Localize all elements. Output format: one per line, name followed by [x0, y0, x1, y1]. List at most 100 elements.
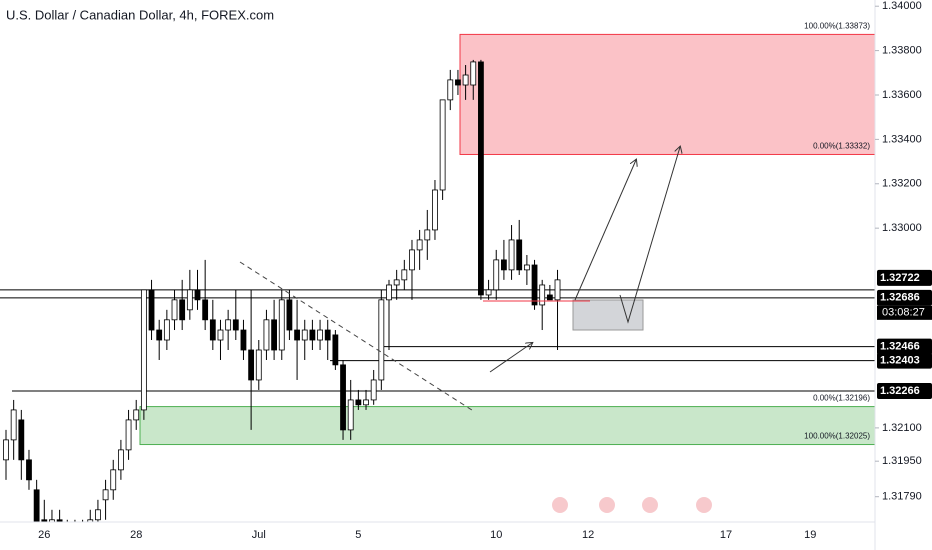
x-tick-label: 10: [490, 529, 502, 541]
price-tag: [877, 289, 932, 306]
candle-body: [286, 299, 293, 331]
candle-body: [523, 264, 530, 271]
event-icon[interactable]: [696, 497, 712, 513]
trend-line: [239, 261, 476, 413]
candle-body: [33, 489, 40, 522]
candle-body: [493, 259, 500, 291]
candle-body: [10, 409, 17, 441]
candle-body: [278, 299, 285, 351]
axes: 1.34000 1.33800 1.33600 1.33400 1.33200 1.330…: [38, 0, 932, 541]
price-tag-label: 1.32722: [880, 272, 920, 284]
y-tick-label: 1.33200: [882, 178, 922, 190]
candle-body: [455, 79, 461, 86]
price-tag: [877, 269, 932, 286]
candle-body: [340, 364, 346, 431]
candle-body: [355, 399, 362, 406]
y-tick-label: 1.31790: [882, 491, 922, 503]
x-tick-label: 26: [38, 529, 50, 541]
y-tick-label: 1.34000: [882, 0, 922, 12]
event-icon[interactable]: [599, 497, 615, 513]
candles: [0, 59, 875, 522]
candle-body: [49, 519, 55, 522]
y-tick-label: 1.33800: [882, 45, 922, 57]
arrow: [489, 343, 532, 373]
candle-body: [554, 279, 561, 301]
candle-body: [248, 349, 255, 381]
candle-body: [179, 299, 186, 321]
candle-body: [87, 519, 94, 522]
candle-body: [332, 334, 339, 366]
candle-body: [240, 329, 247, 351]
candle-body: [133, 409, 140, 421]
x-tick-label: Jul: [252, 529, 266, 541]
candle-body: [95, 509, 101, 521]
candle-body: [485, 289, 492, 296]
candle-body: [217, 329, 224, 341]
candle-body: [41, 519, 48, 522]
candle-body: [271, 319, 278, 351]
zone-label: 100.00%(1.33873): [804, 22, 870, 31]
x-tick-label: 28: [130, 529, 142, 541]
candle-body: [478, 61, 484, 296]
candle-body: [202, 299, 209, 321]
x-tick-label: 19: [804, 529, 816, 541]
candle-body: [424, 229, 431, 241]
candle-body: [156, 329, 163, 341]
countdown: 03:08:27: [882, 307, 925, 319]
candle-body: [500, 259, 507, 271]
candle-body: [255, 349, 262, 381]
candle-body: [186, 289, 193, 311]
price-tag: [877, 352, 932, 369]
candle-body: [439, 99, 446, 191]
zone-label: 0.00%(1.32196): [813, 394, 870, 403]
candle-body: [317, 329, 323, 341]
candle-body: [309, 329, 316, 341]
candle-body: [416, 239, 423, 251]
candle-body: [18, 419, 25, 461]
zone-label: 0.00%(1.33332): [813, 142, 870, 151]
y-tick-label: 1.31950: [882, 455, 922, 467]
candle-body: [171, 299, 178, 321]
candle-body: [447, 79, 454, 101]
candle-body: [301, 329, 308, 341]
candle-body: [378, 299, 385, 381]
candle-body: [294, 329, 300, 341]
x-tick-label: 17: [720, 529, 732, 541]
candle-body: [347, 399, 354, 431]
drawings: [239, 147, 712, 513]
event-icon[interactable]: [642, 497, 658, 513]
arrow: [619, 147, 680, 324]
chart-title: U.S. Dollar / Canadian Dollar, 4h, FOREX…: [6, 7, 274, 22]
candle-body: [370, 379, 377, 401]
target-box: [572, 299, 644, 331]
candle-body: [118, 449, 124, 471]
price-tag-label: 1.32686: [880, 292, 920, 304]
candle-body: [3, 439, 9, 461]
y-tick-label: 1.32100: [882, 422, 922, 434]
candle-body: [462, 74, 469, 86]
price-tag-label: 1.32266: [880, 385, 920, 397]
x-tick-label: 5: [355, 529, 361, 541]
candle-body: [508, 239, 515, 271]
candle-body: [125, 419, 132, 451]
zone: [139, 406, 876, 446]
candle-body: [102, 489, 109, 501]
candle-body: [26, 459, 32, 481]
candle-body: [225, 319, 232, 331]
price-tag: [877, 383, 932, 400]
candle-body: [148, 289, 155, 331]
y-tick-label: 1.33000: [882, 222, 922, 234]
y-tick-label: 1.33400: [882, 133, 922, 145]
candle-body: [163, 319, 170, 341]
candle-body: [386, 284, 392, 301]
y-tick-label: 1.33600: [882, 89, 922, 101]
candle-body: [110, 469, 117, 491]
candle-body: [194, 289, 201, 301]
candle-body: [363, 399, 369, 406]
candle-body: [263, 319, 270, 351]
candle-body: [393, 279, 400, 286]
event-icon[interactable]: [552, 497, 568, 513]
candle-body: [232, 319, 239, 331]
candle-body: [140, 289, 147, 411]
